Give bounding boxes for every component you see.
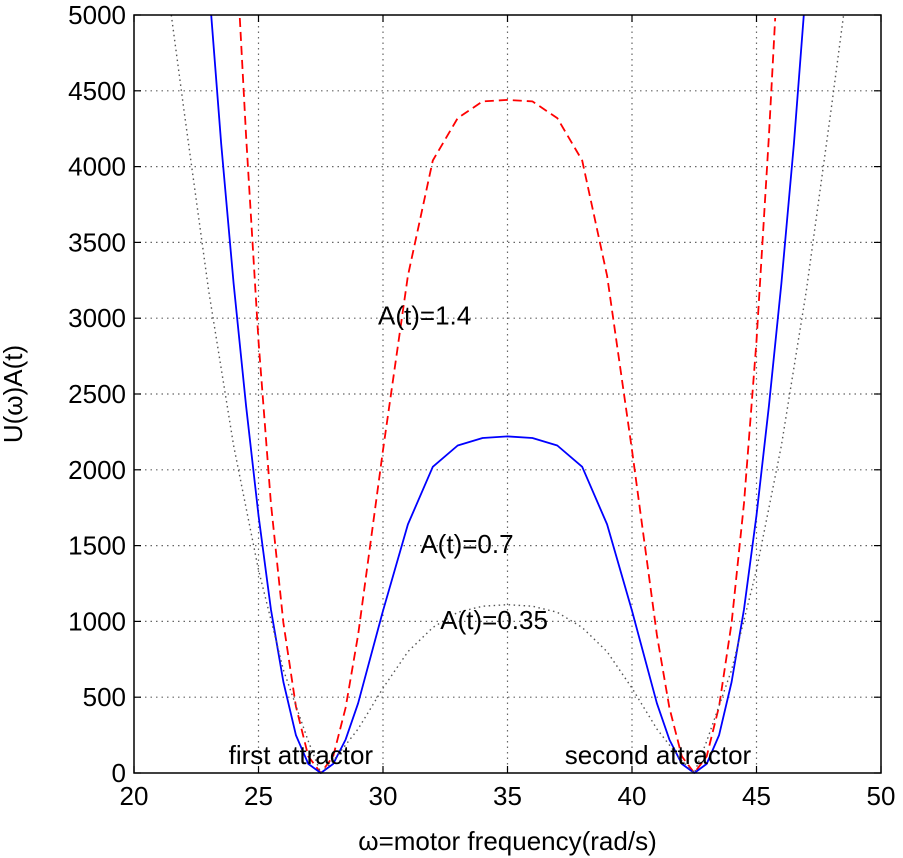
y-tick-label: 4500 (68, 76, 126, 106)
axes (133, 14, 882, 774)
x-tick-label: 45 (742, 781, 771, 811)
annotation-1: A(t)=1.4 (378, 300, 471, 330)
annotation-3: A(t)=0.35 (440, 605, 548, 635)
x-tick-label: 30 (369, 781, 398, 811)
tick-labels: 20 25 30 35 40 45 5005001000150020002500300035… (68, 0, 895, 811)
y-tick-label: 3500 (68, 227, 126, 257)
y-axis-label: U(ω)A(t) (0, 345, 28, 443)
x-tick-label: 25 (244, 781, 273, 811)
annotation-4: first attractor (229, 740, 374, 770)
x-tick-label: 50 (867, 781, 896, 811)
y-tick-label: 500 (83, 682, 126, 712)
grid-lines (134, 15, 881, 773)
y-tick-label: 4000 (68, 152, 126, 182)
annotations: A(t)=1.4 A(t)=0.7 A(t)=0.35 first attractor… (229, 300, 752, 770)
series-line-1 (238, 17, 777, 774)
y-tick-label: 3000 (68, 303, 126, 333)
y-tick-label: 1000 (68, 606, 126, 636)
y-tick-label: 0 (112, 758, 126, 788)
x-tick-label: 20 (120, 781, 149, 811)
y-tick-label: 2500 (68, 379, 126, 409)
y-tick-label: 5000 (68, 0, 126, 30)
x-tick-label: 35 (493, 781, 522, 811)
annotation-5: second attractor (565, 740, 752, 770)
x-tick-label: 40 (618, 781, 647, 811)
y-tick-label: 2000 (68, 455, 126, 485)
series-lines (170, 14, 845, 774)
series-line-2 (210, 14, 805, 774)
x-axis-label: ω=motor frequency(rad/s) (358, 826, 656, 856)
y-tick-label: 1500 (68, 531, 126, 561)
annotation-2: A(t)=0.7 (420, 529, 513, 559)
